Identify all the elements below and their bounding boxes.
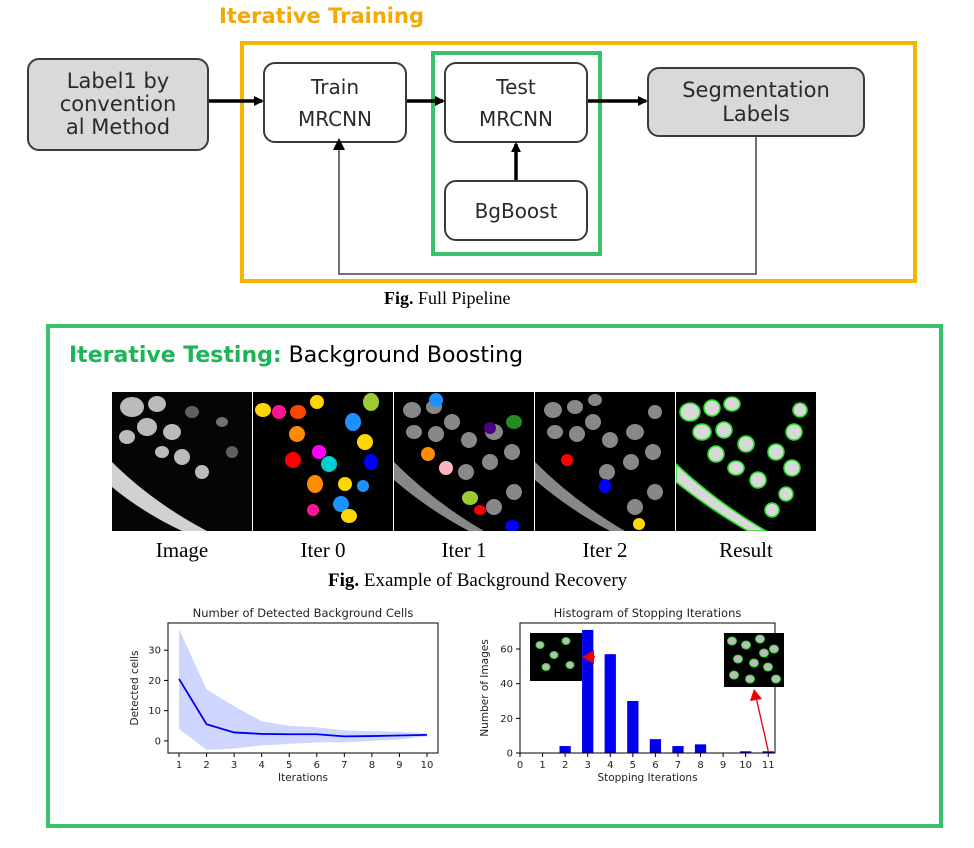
line-chart-confidence-band [179,629,427,750]
histogram-inset-early [530,633,582,681]
histogram-bar [582,629,594,753]
histogram-bar [694,744,707,753]
image-panel-result [676,392,816,531]
background-boosting-label: Background Boosting [281,343,524,368]
line-chart-xtick-label: 6 [314,760,320,771]
bgboost-label: BgBoost [474,198,558,223]
histogram-xlabel: Stopping Iterations [597,772,697,784]
image-panel-iter1 [394,392,534,531]
histogram-xtick-label: 9 [720,760,726,771]
histogram-red-arrowhead-early [582,650,594,664]
feedback-loop-line [338,137,757,275]
histogram-ytick-label: 20 [500,714,513,725]
histogram-inset-late [724,633,784,687]
label1-line-3: al Method [65,115,171,139]
test-line-1: Test [496,74,536,99]
line-chart-xtick-label: 1 [176,760,182,771]
histogram-xtick-label: 1 [539,760,545,771]
line-chart-title: Number of Detected Background Cells [193,606,414,620]
caption2-text: Example of Background Recovery [359,570,628,591]
label-iter2: Iter 2 [582,538,628,562]
train-line-1: Train [311,74,359,99]
histogram-bar [672,746,684,753]
histogram-bar [649,739,662,753]
train-mrcnn-node: Train MRCNN [263,62,407,143]
histogram-red-arrow-late [755,696,769,752]
line-chart-ytick-label: 30 [148,646,161,657]
histogram-xtick-label: 5 [630,760,636,771]
background-recovery-caption: Fig. Example of Background Recovery [328,570,627,592]
line-chart-ylabel: Detected cells [129,650,141,725]
histogram-xtick-label: 2 [562,760,568,771]
full-pipeline-caption: Fig. Full Pipeline [384,288,511,309]
iterative-testing-frame [46,324,943,828]
image-panel-iter2 [535,392,675,531]
label-image: Image [155,538,209,562]
label-result: Result [719,538,773,562]
iterative-training-frame [240,41,917,283]
line-chart-ytick-label: 10 [148,706,161,717]
histogram-xtick-label: 3 [585,760,591,771]
label-iter1: Iter 1 [441,538,487,562]
detected-background-cells-chart: Number of Detected Background Cells 1 2 3 4 5… [129,606,439,784]
line-chart-xtick-label: 7 [341,760,347,771]
histogram-bar [604,654,616,753]
line-chart-xtick-label: 2 [203,760,209,771]
histogram-ytick-label: 0 [507,749,513,760]
caption-fig-label: Fig. [384,288,414,308]
train-line-2: MRCNN [297,106,373,131]
segmentation-labels-node: Segmentation Labels [647,67,865,137]
histogram-bar [740,751,752,753]
label1-line-2: convention [59,92,177,116]
histogram-ylabel: Number of Images [479,639,491,736]
line-chart-xtick-label: 3 [231,760,237,771]
test-line-2: MRCNN [478,106,554,131]
caption2-fig-label: Fig. [328,570,360,591]
iterative-training-title: Iterative Training [219,4,424,28]
histogram-xtick-label: 10 [739,760,752,771]
line-chart-xtick-label: 8 [369,760,375,771]
line-chart-axes [167,622,439,754]
iterative-testing-label: Iterative Testing: [69,343,282,368]
histogram-xtick-label: 7 [675,760,681,771]
bgboost-node: BgBoost [444,180,588,241]
label1-node: Label1 by convention al Method [27,58,209,151]
histogram-bar [559,746,571,753]
line-chart-xtick-label: 4 [258,760,264,771]
stopping-iterations-histogram: Histogram of Stopping Iterations 0 1 2 3 4 5 6 7… [479,606,784,784]
line-chart-xtick-label: 10 [421,760,434,771]
label1-line-1: Label1 by [66,69,170,93]
histogram-xtick-label: 6 [652,760,658,771]
histogram-xtick-label: 8 [697,760,703,771]
caption-text: Full Pipeline [413,288,511,308]
label-iter0: Iter 0 [300,538,346,562]
line-chart-ytick-label: 20 [148,676,161,687]
histogram-ytick-label: 60 [500,645,513,656]
seg-line-2: Labels [722,102,790,126]
histogram-xtick-label: 11 [762,760,775,771]
pipeline-arrows [209,96,757,275]
histogram-xtick-label: 0 [517,760,523,771]
image-panel-iter0 [253,392,393,531]
histogram-title: Histogram of Stopping Iterations [554,606,742,620]
histogram-xtick-label: 4 [607,760,613,771]
histogram-ytick-label: 40 [500,679,513,690]
histogram-red-arrowhead-late [750,689,762,701]
histogram-bar [762,751,774,753]
line-chart-ytick-label: 0 [155,736,161,747]
bgboost-frame [431,51,602,256]
iterative-testing-title: Iterative Testing: Background Boosting [69,343,523,368]
feedback-arrowhead [333,138,345,150]
line-chart-mean-line [178,678,427,738]
seg-line-1: Segmentation [682,78,830,102]
line-chart-xtick-label: 5 [286,760,292,771]
test-mrcnn-node: Test MRCNN [444,62,588,143]
line-chart-xlabel: Iterations [278,772,328,784]
histogram-axes [519,622,776,754]
image-panel-original [112,392,252,531]
line-chart-xtick-label: 9 [396,760,402,771]
histogram-bar [627,701,639,753]
